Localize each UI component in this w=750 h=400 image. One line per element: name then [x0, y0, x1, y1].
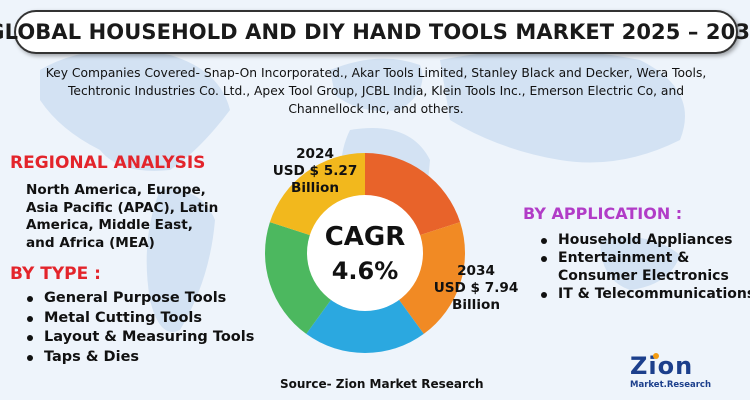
page-title: GLOBAL HOUSEHOLD AND DIY HAND TOOLS MARK… — [0, 20, 750, 44]
market-2024-year: 2024 — [296, 146, 334, 162]
cagr-value: 4.6% — [331, 257, 399, 285]
source-text: Source- Zion Market Research — [280, 377, 484, 391]
list-item: Metal Cutting Tools — [22, 309, 254, 329]
title-banner: GLOBAL HOUSEHOLD AND DIY HAND TOOLS MARK… — [0, 10, 750, 54]
by-type-list: General Purpose Tools Metal Cutting Tool… — [22, 289, 254, 367]
list-item: Taps & Dies — [22, 348, 254, 368]
by-type-heading: BY TYPE : — [10, 264, 101, 284]
cagr-label: CAGR — [324, 222, 406, 252]
market-2024-annotation: 2024 USD $ 5.27 Billion — [270, 146, 360, 197]
market-2034-unit: Billion — [451, 297, 501, 313]
zion-logo: Zion Market.Research — [630, 352, 711, 396]
key-companies-text: Key Companies Covered- Snap-On Incorpora… — [45, 66, 707, 116]
list-item: General Purpose Tools — [22, 289, 254, 309]
regional-analysis-text: North America, Europe, Asia Pacific (APA… — [26, 182, 219, 251]
list-item: Layout & Measuring Tools — [22, 328, 254, 348]
list-item: Entertainment & Consumer Electronics — [536, 249, 748, 285]
logo-subtitle: Market.Research — [630, 380, 712, 390]
market-2024-value: USD $ 5.27 — [272, 163, 358, 179]
donut-center — [307, 195, 423, 311]
regional-analysis-heading: REGIONAL ANALYSIS — [10, 153, 206, 173]
by-application-list: Household Appliances Entertainment & Con… — [536, 231, 750, 303]
market-2034-year: 2034 — [457, 263, 495, 279]
logo-dot-icon — [653, 353, 659, 359]
logo-name: Zion — [630, 352, 694, 380]
market-2024-unit: Billion — [290, 180, 340, 196]
list-item: IT & Telecommunications — [536, 285, 750, 303]
market-2034-annotation: 2034 USD $ 7.94 Billion — [430, 263, 522, 314]
market-2034-value: USD $ 7.94 — [433, 280, 519, 296]
by-application-heading: BY APPLICATION : — [523, 204, 683, 223]
list-item: Household Appliances — [536, 231, 750, 249]
